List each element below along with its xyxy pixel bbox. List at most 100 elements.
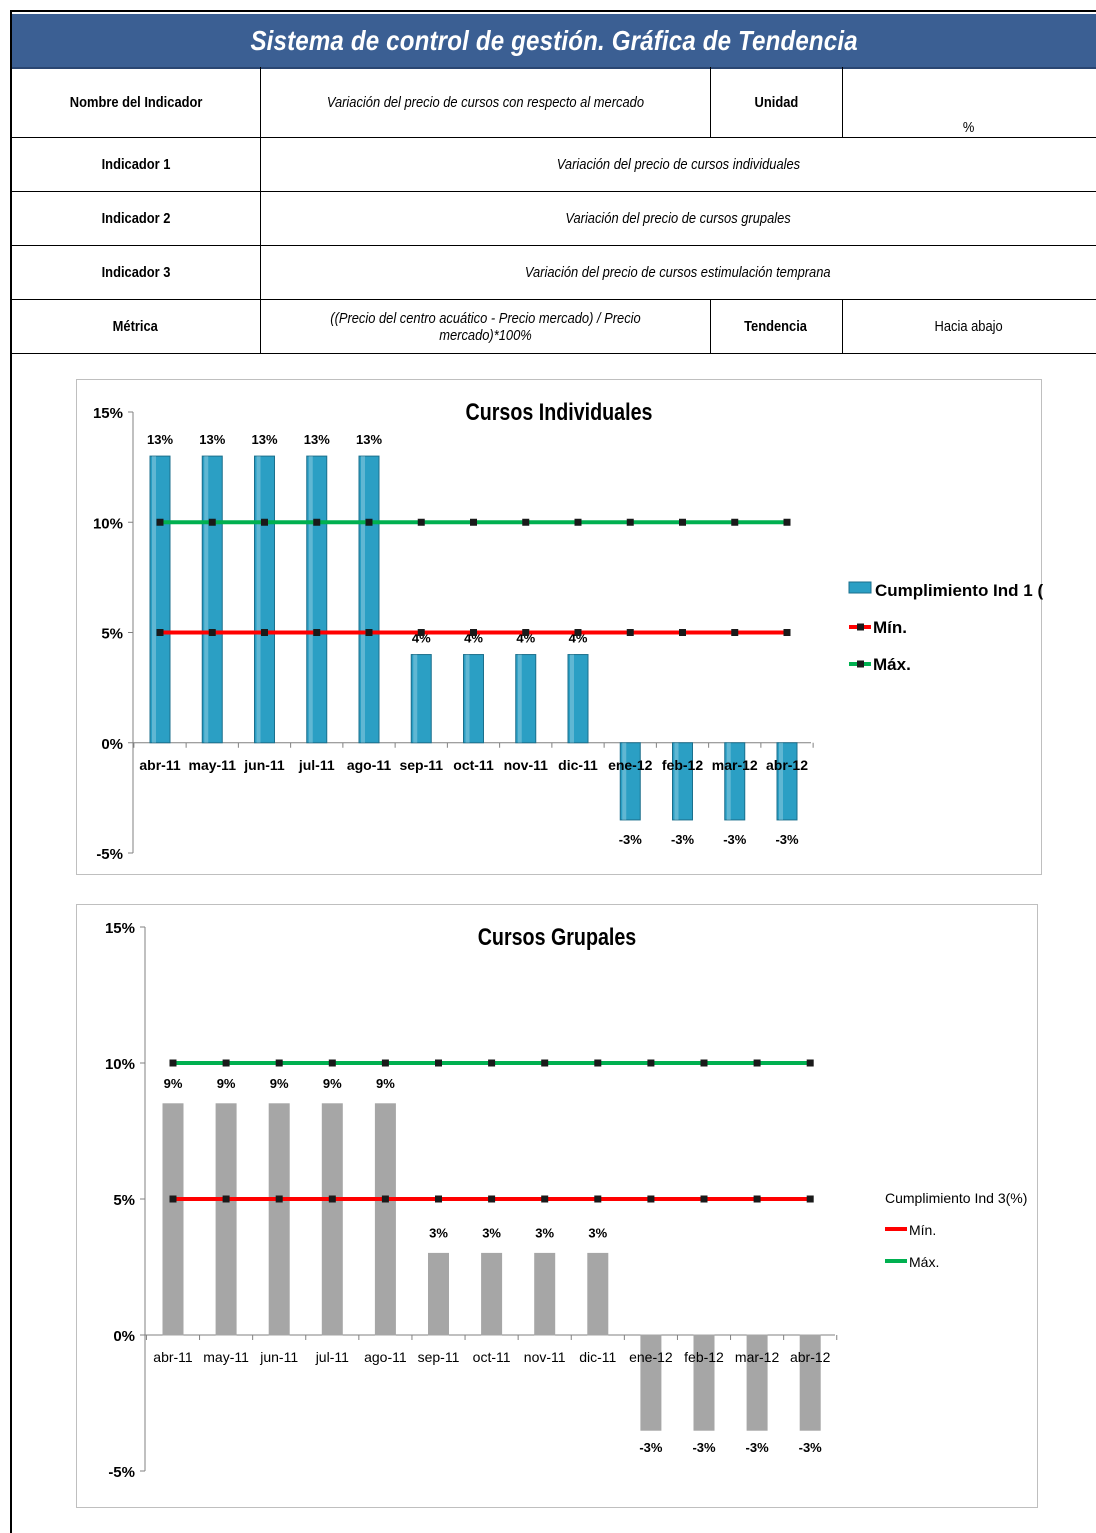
- bar-data-label: -3%: [775, 832, 799, 847]
- bar-highlight: [204, 456, 209, 743]
- x-tick-label: abr-12: [766, 757, 808, 773]
- line-marker: [700, 1195, 708, 1203]
- line-marker: [753, 1195, 761, 1203]
- bar: [619, 742, 641, 821]
- y-tick-label: 15%: [105, 920, 135, 937]
- x-tick-label: mar-12: [712, 757, 758, 773]
- x-tick-label: oct-11: [453, 757, 494, 773]
- bar-highlight: [308, 456, 313, 743]
- line-marker: [435, 1195, 442, 1203]
- page-header: Sistema de control de gestión. Gráfica d…: [12, 14, 1096, 69]
- x-tick-label: nov-11: [524, 1349, 566, 1365]
- table-row: Métrica ((Precio del centro acuático - P…: [12, 299, 1096, 354]
- legend-label-bar: Cumplimiento Ind 1 (%): [875, 581, 1043, 600]
- line-marker: [261, 518, 268, 526]
- line-marker: [700, 1059, 708, 1067]
- bar: [746, 1334, 768, 1431]
- bar-data-label: 9%: [323, 1076, 342, 1091]
- x-tick-label: ago-11: [364, 1349, 407, 1365]
- bar-data-label: -3%: [723, 832, 747, 847]
- legend-marker: [857, 623, 864, 631]
- bar: [374, 1103, 396, 1336]
- line-marker: [470, 629, 477, 636]
- metrica-value: ((Precio del centro acuático - Precio me…: [260, 299, 711, 354]
- bar-highlight: [152, 456, 156, 743]
- line-marker: [783, 629, 791, 636]
- x-tick-label: nov-11: [504, 757, 549, 773]
- bar-highlight: [726, 742, 731, 820]
- ind1-label: Indicador 1: [12, 137, 261, 192]
- page-frame: [10, 10, 1096, 1533]
- bar-data-label: 13%: [356, 432, 382, 447]
- bar-data-label: -3%: [639, 1440, 663, 1455]
- nombre-value: Variación del precio de cursos con respe…: [260, 67, 711, 138]
- bar-data-label: -3%: [799, 1440, 823, 1455]
- legend-label-max: Máx.: [873, 655, 911, 674]
- x-tick-label: sep-11: [418, 1349, 460, 1365]
- bar: [672, 742, 693, 821]
- line-marker: [574, 518, 582, 526]
- line-marker: [156, 518, 164, 526]
- y-tick-label: 15%: [93, 405, 123, 422]
- bar: [410, 654, 432, 744]
- ind3-value: Variación del precio de cursos estimulac…: [260, 245, 1096, 300]
- bar-data-label: 9%: [376, 1076, 395, 1091]
- legend-marker: [857, 660, 864, 668]
- x-tick-label: ene-12: [629, 1349, 673, 1365]
- line-marker: [753, 1059, 761, 1067]
- line-marker: [365, 629, 373, 636]
- y-tick-label: 10%: [105, 1056, 135, 1073]
- tendencia-label: Tendencia: [710, 299, 843, 354]
- bar: [799, 1334, 821, 1431]
- line-marker: [222, 1059, 230, 1067]
- bar: [306, 455, 328, 744]
- line-marker: [275, 1195, 283, 1203]
- indicator-table: Nombre del Indicador Variación del preci…: [12, 67, 1096, 354]
- bar-data-label: -3%: [671, 832, 695, 847]
- x-tick-label: sep-11: [399, 757, 443, 773]
- line-marker: [541, 1059, 549, 1067]
- bar: [162, 1103, 184, 1336]
- bar-highlight: [413, 654, 418, 743]
- bar-data-label: 13%: [304, 432, 330, 447]
- bar: [567, 654, 589, 744]
- bar-data-label: 3%: [588, 1225, 607, 1240]
- bar-highlight: [361, 456, 365, 743]
- bar-data-label: 13%: [199, 432, 225, 447]
- bar: [268, 1103, 290, 1336]
- x-tick-label: jun-11: [243, 757, 285, 773]
- bar-data-label: -3%: [619, 832, 643, 847]
- y-tick-label: 0%: [113, 1328, 135, 1345]
- bar-highlight: [570, 654, 574, 743]
- bar: [724, 742, 746, 821]
- x-tick-label: abr-11: [153, 1349, 193, 1365]
- line-marker: [328, 1059, 336, 1067]
- x-tick-label: mar-12: [735, 1349, 780, 1365]
- x-tick-label: may-11: [203, 1349, 249, 1365]
- line-marker: [275, 1059, 283, 1067]
- bar: [776, 742, 798, 821]
- x-tick-label: oct-11: [473, 1349, 511, 1365]
- line-marker: [313, 518, 321, 526]
- bar-data-label: 9%: [217, 1076, 236, 1091]
- bar-data-label: -3%: [746, 1440, 770, 1455]
- y-tick-label: -5%: [96, 846, 123, 863]
- bar: [693, 1334, 715, 1431]
- line-marker: [208, 629, 216, 636]
- y-tick-label: 5%: [101, 626, 123, 643]
- line-marker: [169, 1059, 177, 1067]
- bar: [149, 455, 171, 744]
- bar-highlight: [517, 654, 522, 743]
- line-marker: [626, 518, 634, 526]
- chart-grupales-svg: Cursos Grupales 15% 10% 5% 0% -5% 9% 9% 9% 9% 9% 3%…: [105, 920, 1027, 1481]
- bar: [428, 1252, 449, 1336]
- unidad-value: %: [842, 67, 1096, 138]
- ind2-label: Indicador 2: [12, 191, 261, 246]
- line-marker: [381, 1059, 389, 1067]
- y-tick-label: -5%: [108, 1464, 135, 1481]
- bar: [358, 455, 380, 744]
- line-marker: [806, 1059, 814, 1067]
- legend-label-min: Mín.: [909, 1222, 936, 1238]
- ind1-value: Variación del precio de cursos individua…: [260, 137, 1096, 192]
- line-marker: [647, 1195, 655, 1203]
